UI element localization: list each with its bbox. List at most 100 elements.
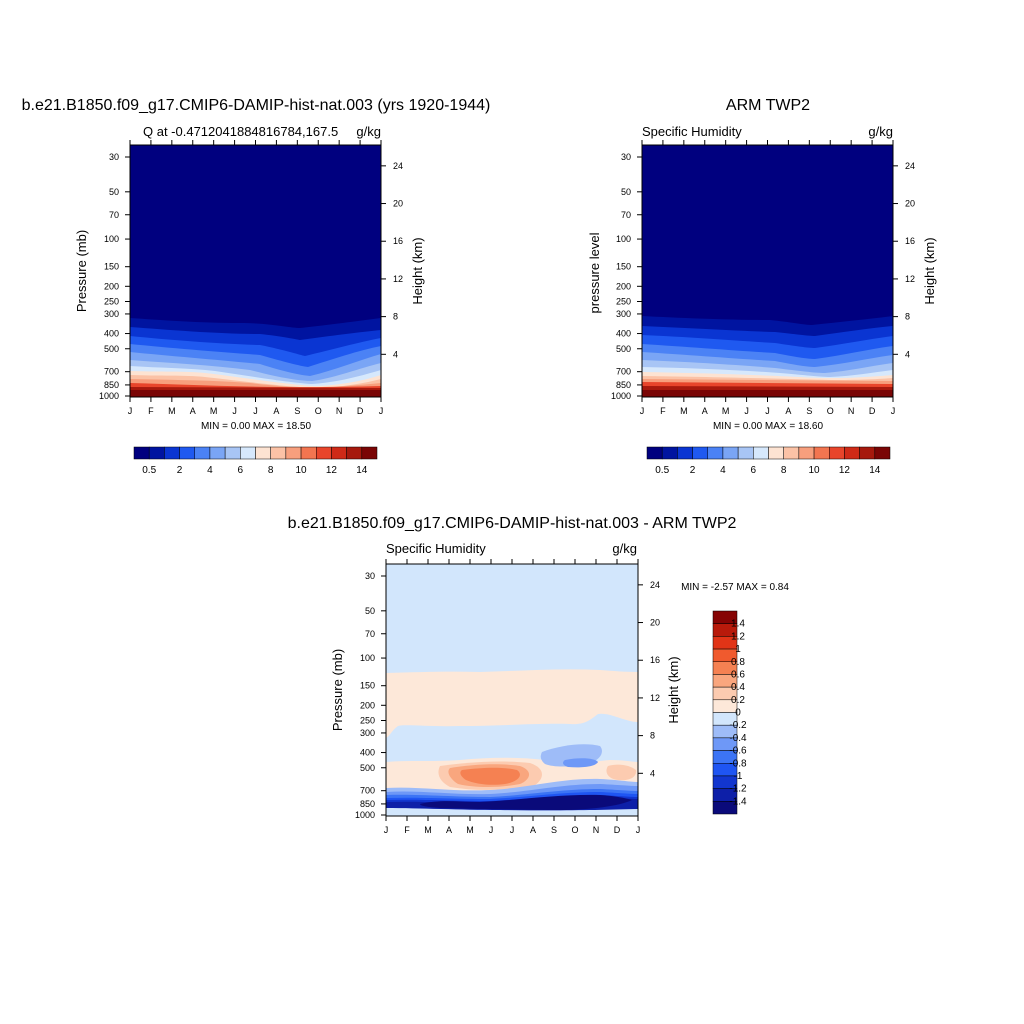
colorbar-label: -0.8 (729, 758, 747, 769)
p-tick-label: 150 (104, 262, 119, 272)
colorbar-swatch (240, 446, 256, 460)
h-tick-labels: 24 20 16 12 8 4 (393, 161, 403, 359)
units-label: g/kg (868, 124, 893, 139)
contour-level (606, 764, 637, 781)
p-tick-label: 400 (360, 748, 375, 758)
y-axis-label: Pressure (mb) (330, 649, 345, 731)
colorbar-swatch (813, 446, 830, 460)
h-tick-label: 24 (905, 161, 915, 171)
units-label: g/kg (612, 541, 637, 556)
h-tick-label: 4 (393, 349, 398, 359)
colorbar-swatch (677, 446, 693, 460)
x-tick-label: S (294, 406, 300, 416)
colorbar-label: -0.2 (729, 720, 747, 731)
colorbar-label: 0.8 (731, 657, 745, 668)
x-tick-label: N (848, 406, 855, 416)
x-tick-label: J (489, 825, 494, 835)
p-tick-label: 700 (104, 367, 119, 377)
colorbar-swatch (712, 801, 738, 815)
colorbar-label: 0.4 (731, 682, 745, 693)
x-tick-label: J (765, 406, 770, 416)
p-tick-label: 700 (360, 786, 375, 796)
variable-label: Specific Humidity (642, 124, 742, 139)
p-tick-label: 150 (360, 681, 375, 691)
p-tick-label: 70 (109, 210, 119, 220)
colorbar-label: 0.5 (655, 465, 669, 476)
x-tick-label: F (660, 406, 666, 416)
colorbar-swatch (661, 446, 678, 460)
p-tick-label: 70 (621, 210, 631, 220)
ticks (125, 140, 386, 402)
contour-level (420, 794, 632, 810)
h-tick-label: 8 (393, 312, 398, 322)
colorbar-swatch (844, 446, 860, 460)
units-label: g/kg (356, 124, 381, 139)
x-tick-label: A (702, 406, 708, 416)
h-tick-label: 12 (650, 693, 660, 703)
x-tick-label: M (210, 406, 218, 416)
panel-title: b.e21.B1850.f09_g17.CMIP6-DAMIP-hist-nat… (22, 97, 491, 114)
h-tick-label: 8 (905, 312, 910, 322)
h-tick-label: 8 (650, 731, 655, 741)
x-tick-label: J (232, 406, 237, 416)
variable-label: Specific Humidity (386, 541, 486, 556)
h-tick-label: 24 (650, 580, 660, 590)
colorbar-label: 4 (720, 465, 726, 476)
x-tick-label: J (891, 406, 896, 416)
contour-level (386, 808, 638, 816)
p-tick-label: 30 (109, 152, 119, 162)
x-tick-label: M (680, 406, 688, 416)
x-tick-label: J (510, 825, 515, 835)
colorbar-label: 8 (268, 465, 274, 476)
x-tick-label: A (273, 406, 279, 416)
colorbar-swatch (300, 446, 317, 460)
x-tick-label: J (379, 406, 384, 416)
colorbar-label: 1.2 (731, 631, 745, 642)
colorbar-swatch (722, 446, 739, 460)
h-tick-label: 16 (650, 655, 660, 665)
colorbar-label: 10 (809, 465, 821, 476)
x-tick-label: D (869, 406, 876, 416)
colorbar-label: 14 (356, 465, 368, 476)
x-tick-label: A (785, 406, 791, 416)
h-tick-label: 20 (905, 199, 915, 209)
p-tick-label: 850 (104, 380, 119, 390)
p-tick-label: 70 (365, 629, 375, 639)
min-max-label: MIN = 0.00 MAX = 18.60 (713, 421, 823, 432)
p-tick-label: 250 (360, 716, 375, 726)
contour-field (386, 564, 638, 816)
colorbar-label: -1 (734, 771, 743, 782)
x-tick-label: M (466, 825, 474, 835)
p-tick-label: 200 (104, 281, 119, 291)
colorbar-label: 4 (207, 465, 213, 476)
p-tick-label: 1000 (99, 391, 119, 401)
h-tick-label: 12 (393, 274, 403, 284)
colorbar-label: -1.4 (729, 796, 747, 807)
x-tick-label: S (806, 406, 812, 416)
x-tick-label: A (190, 406, 196, 416)
colorbar-swatch (646, 446, 663, 460)
p-tick-label: 500 (104, 344, 119, 354)
p-tick-label: 250 (104, 297, 119, 307)
contour-field (642, 145, 893, 397)
panel-title: ARM TWP2 (726, 97, 810, 114)
variable-label: Q at -0.47120418848167​84,167.5 (143, 124, 338, 139)
colorbar: 0.5 2 4 6 8 10 12 14 (133, 446, 378, 476)
colorbar-swatch (798, 446, 815, 460)
colorbar-label: 0.2 (731, 695, 745, 706)
colorbar-label: 1.4 (731, 619, 745, 630)
x-tick-label: J (253, 406, 258, 416)
y2-axis-label: Height (km) (410, 237, 425, 304)
p-tick-label: 250 (616, 297, 631, 307)
colorbar-label: 1 (735, 644, 741, 655)
colorbar-label: 0.5 (142, 465, 156, 476)
colorbar-swatch (209, 446, 226, 460)
x-tick-label: J (744, 406, 749, 416)
x-tick-label: N (593, 825, 600, 835)
ticks (637, 140, 898, 402)
p-tick-label: 100 (104, 234, 119, 244)
p-tick-label: 200 (360, 700, 375, 710)
